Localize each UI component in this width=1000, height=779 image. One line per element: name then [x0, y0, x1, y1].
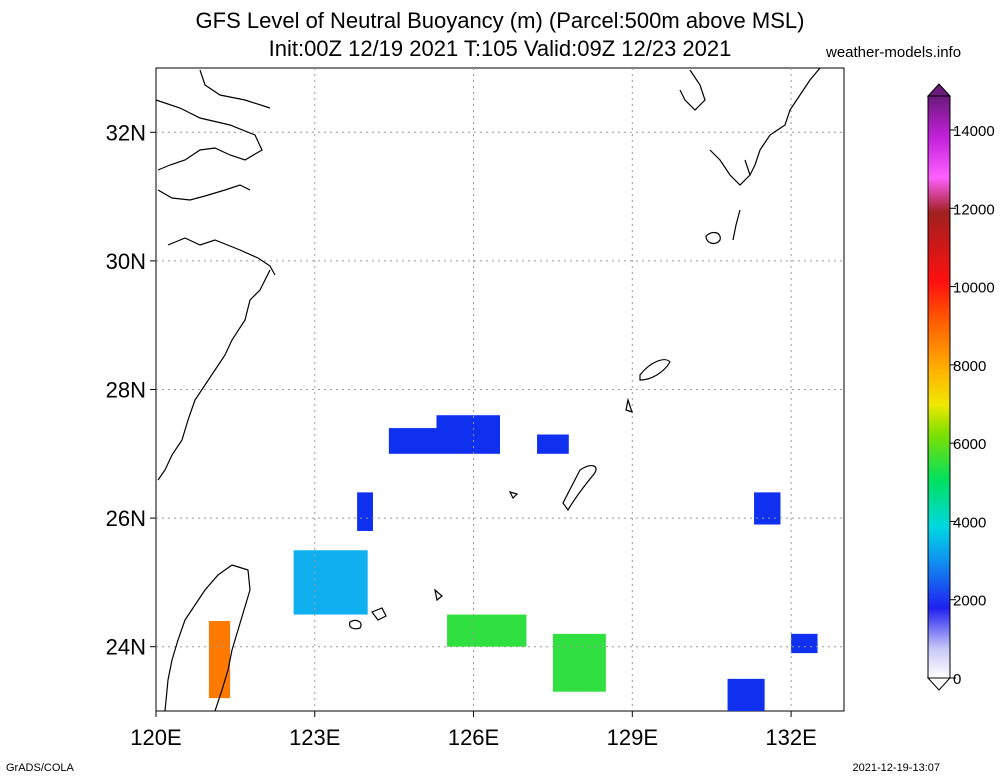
lat-label: 30N	[106, 249, 146, 274]
colorbar-label: 14000	[953, 123, 995, 140]
lat-label: 26N	[106, 506, 146, 531]
grid	[156, 68, 844, 711]
buoyancy-patch	[537, 434, 569, 454]
buoyancy-patch	[447, 614, 527, 647]
buoyancy-patch	[754, 492, 781, 525]
buoyancy-patch	[436, 415, 500, 454]
buoyancy-patch	[388, 428, 437, 454]
colorbar-min-arrow	[926, 677, 952, 691]
colorbar-label: 8000	[953, 358, 986, 375]
lon-label: 120E	[130, 725, 181, 750]
colorbar: 14000 12000 10000 8000 6000 4000 2000 0	[926, 83, 995, 691]
buoyancy-patch	[552, 633, 606, 692]
buoyancy-patch	[293, 550, 368, 615]
footer-right: 2021-12-19-13:07	[852, 762, 940, 774]
coastlines	[155, 67, 821, 712]
buoyancy-patch	[727, 678, 765, 711]
lon-label: 126E	[448, 725, 499, 750]
lon-label: 123E	[289, 725, 340, 750]
lon-label: 129E	[607, 725, 658, 750]
latitude-labels: 32N 30N 28N 26N 24N	[106, 120, 156, 660]
site-credit: weather-models.info	[826, 44, 962, 61]
lon-label: 132E	[765, 725, 816, 750]
colorbar-label: 4000	[953, 514, 986, 531]
colorbar-label: 6000	[953, 436, 986, 453]
footer-left: GrADS/COLA	[6, 762, 74, 774]
colorbar-label: 12000	[953, 201, 995, 218]
buoyancy-patch	[791, 633, 818, 654]
colorbar-label: 2000	[953, 593, 986, 610]
lat-label: 28N	[106, 378, 146, 403]
lat-label: 32N	[106, 120, 146, 145]
map-subtitle: Init:00Z 12/19 2021 T:105 Valid:09Z 12/2…	[268, 36, 732, 61]
colorbar-max-arrow	[926, 83, 952, 97]
longitude-labels: 120E 123E 126E 129E 132E	[130, 711, 817, 750]
buoyancy-field	[208, 415, 818, 711]
buoyancy-patch	[357, 492, 373, 531]
lat-label: 24N	[106, 635, 146, 660]
buoyancy-patch	[208, 620, 231, 699]
colorbar-label: 0	[953, 671, 961, 688]
colorbar-label: 10000	[953, 280, 995, 297]
map-title: GFS Level of Neutral Buoyancy (m) (Parce…	[195, 8, 805, 33]
